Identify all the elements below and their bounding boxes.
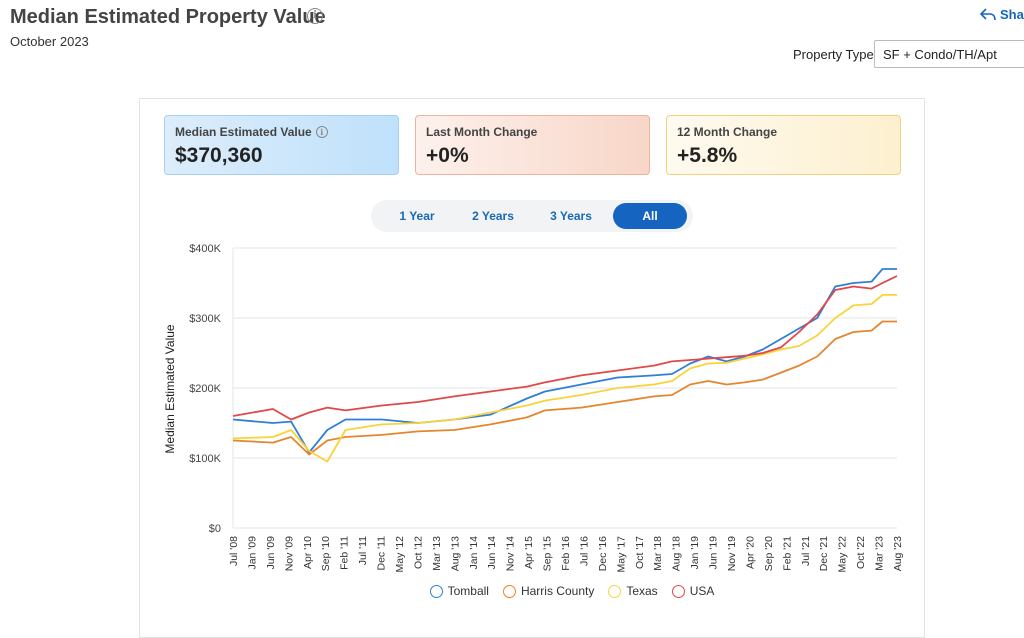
card-value: $370,360 <box>175 144 263 167</box>
chart-panel <box>139 98 925 638</box>
legend-swatch <box>608 584 622 598</box>
legend-item-usa[interactable]: USA <box>671 584 715 598</box>
legend-label: Tomball <box>447 584 489 598</box>
legend-swatch <box>429 584 443 598</box>
share-button[interactable]: Sha <box>980 7 1024 22</box>
property-type-select[interactable]: SF + Condo/TH/Apt <box>874 40 1024 68</box>
card-label: Last Month Change <box>426 125 538 139</box>
range-all-button[interactable]: All <box>613 203 687 229</box>
property-type-label: Property Type <box>793 47 874 62</box>
range-1-year-button[interactable]: 1 Year <box>399 209 435 223</box>
legend-item-texas[interactable]: Texas <box>608 584 658 598</box>
time-range-selector: 1 Year 2 Years 3 Years All <box>371 200 693 232</box>
share-label: Sha <box>1000 7 1024 22</box>
card-label: Median Estimated Value <box>175 125 312 139</box>
info-icon[interactable]: i <box>315 126 328 138</box>
last-month-change-card: Last Month Change +0% <box>415 115 650 175</box>
median-value-card: Median Estimated Value i $370,360 <box>164 115 399 175</box>
legend-item-harris-county[interactable]: Harris County <box>502 584 595 598</box>
range-2-years-button[interactable]: 2 Years <box>472 209 514 223</box>
legend-swatch <box>671 584 685 598</box>
date-subtitle: October 2023 <box>10 34 89 49</box>
legend-label: Texas <box>626 584 658 598</box>
range-3-years-button[interactable]: 3 Years <box>550 209 592 223</box>
card-label: 12 Month Change <box>677 125 778 139</box>
legend-label: Harris County <box>520 584 595 598</box>
share-icon <box>980 7 996 20</box>
card-value: +0% <box>426 144 469 167</box>
legend-item-tomball[interactable]: Tomball <box>429 584 489 598</box>
card-value: +5.8% <box>677 144 738 167</box>
chart-legend: Tomball Harris County Texas USA <box>0 584 1024 598</box>
twelve-month-change-card: 12 Month Change +5.8% <box>666 115 901 175</box>
info-icon[interactable]: i <box>307 8 323 24</box>
legend-swatch <box>502 584 516 598</box>
page-title: Median Estimated Property Value <box>10 6 326 28</box>
legend-label: USA <box>689 584 715 598</box>
